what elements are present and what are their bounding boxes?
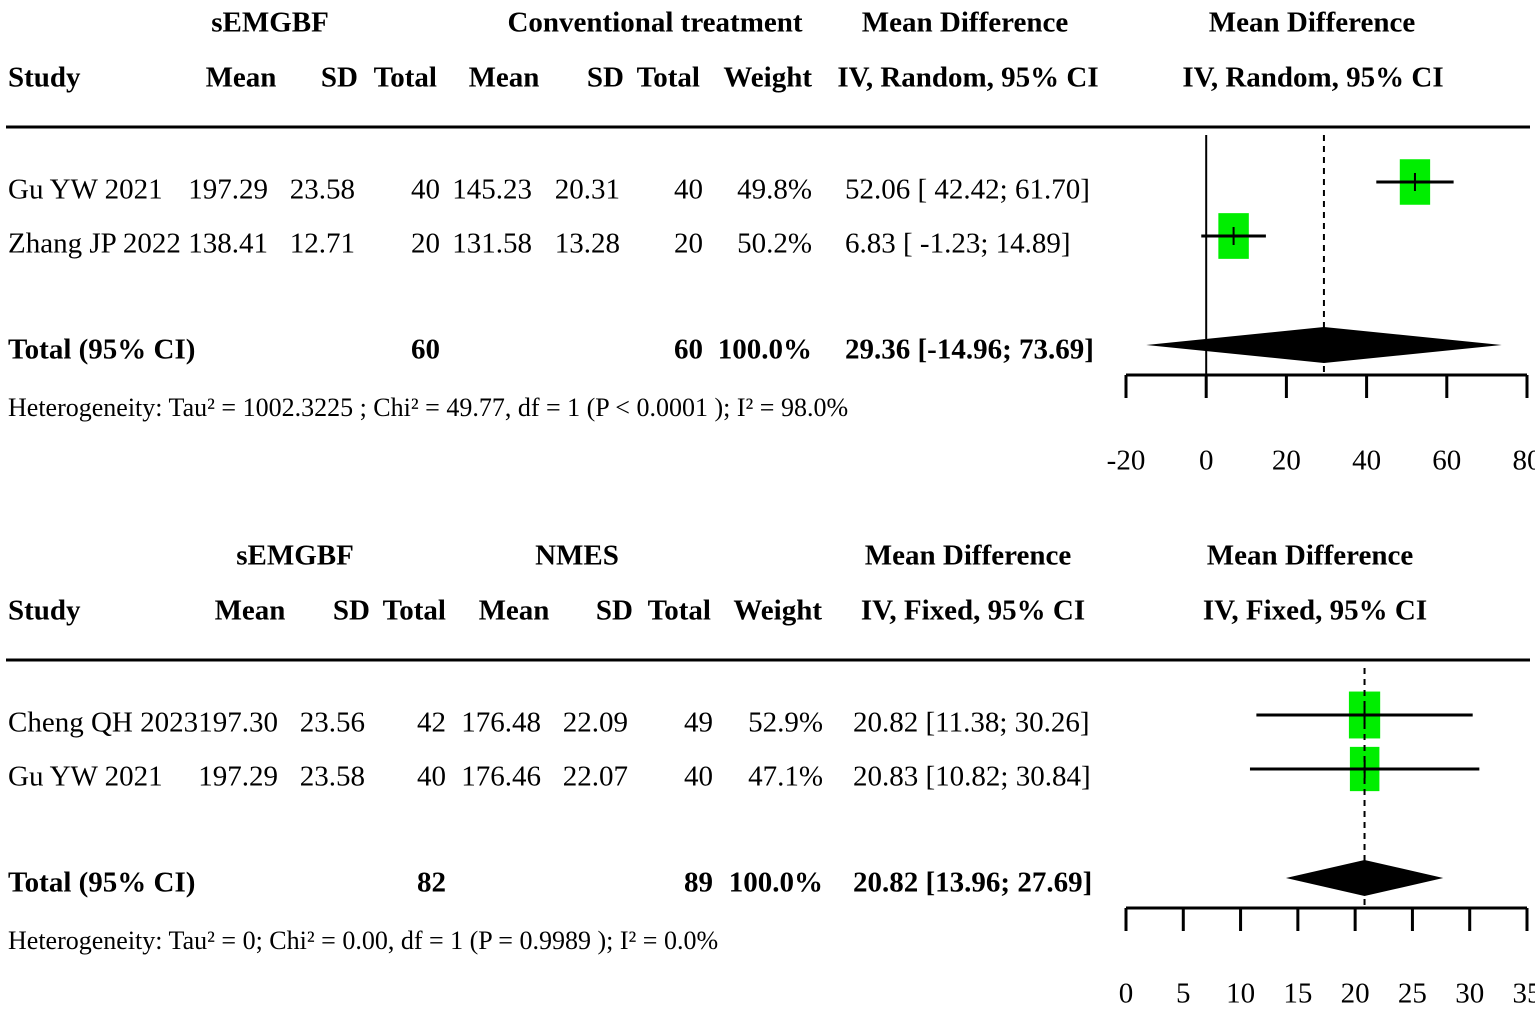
total-name: Total (95% CI) xyxy=(8,334,195,366)
x-tick-label: 20 xyxy=(1341,978,1370,1010)
group-header: Conventional treatment xyxy=(507,7,802,39)
column-header: SD xyxy=(333,595,370,627)
study-cell: 23.58 xyxy=(300,761,365,793)
group-header: Mean Difference xyxy=(865,540,1072,572)
x-tick-label: 15 xyxy=(1283,978,1312,1010)
study-cell: 197.30 xyxy=(198,707,278,739)
column-header: Weight xyxy=(733,595,822,627)
x-tick-label: 0 xyxy=(1199,445,1214,477)
weight: 49.8% xyxy=(737,174,812,206)
column-header: SD xyxy=(596,595,633,627)
study-cell: 42 xyxy=(417,707,446,739)
group-header: sEMGBF xyxy=(211,7,329,39)
group-header: Mean Difference xyxy=(1209,7,1416,39)
weight: 47.1% xyxy=(748,761,823,793)
study-cell: 22.07 xyxy=(563,761,628,793)
study-cell: 20.31 xyxy=(555,174,620,206)
heterogeneity: Heterogeneity: Tau² = 1002.3225 ; Chi² =… xyxy=(8,393,848,422)
x-tick-label: 40 xyxy=(1352,445,1381,477)
column-header: Weight xyxy=(723,62,812,94)
study-cell: 197.29 xyxy=(188,174,268,206)
column-header: IV, Random, 95% CI xyxy=(837,62,1098,94)
group-header: NMES xyxy=(535,540,619,572)
x-tick-label: -20 xyxy=(1107,445,1146,477)
x-tick-label: 5 xyxy=(1176,978,1191,1010)
study-cell: 40 xyxy=(411,174,440,206)
study-cell: 20 xyxy=(411,228,440,260)
study-cell: 13.28 xyxy=(555,228,620,260)
ci-label: 20.83 [10.82; 30.84] xyxy=(853,761,1091,793)
total-weight: 100.0% xyxy=(729,867,823,899)
column-header: Study xyxy=(8,595,81,627)
study-cell: 12.71 xyxy=(290,228,355,260)
column-header: Mean xyxy=(479,595,550,627)
study-cell: 23.56 xyxy=(300,707,365,739)
ci-label: 20.82 [11.38; 30.26] xyxy=(853,707,1090,739)
heterogeneity: Heterogeneity: Tau² = 0; Chi² = 0.00, df… xyxy=(8,926,718,955)
study-name: Gu YW 2021 xyxy=(8,761,163,793)
study-cell: 176.46 xyxy=(461,761,541,793)
study-cell: 40 xyxy=(684,761,713,793)
total-n2: 89 xyxy=(684,867,713,899)
total-n1: 60 xyxy=(411,334,440,366)
column-header: Total xyxy=(374,62,437,94)
total-n1: 82 xyxy=(417,867,446,899)
total-ci: 29.36 [-14.96; 73.69] xyxy=(845,334,1094,366)
x-tick-label: 60 xyxy=(1432,445,1461,477)
column-header: IV, Random, 95% CI xyxy=(1182,62,1443,94)
column-header: IV, Fixed, 95% CI xyxy=(1203,595,1427,627)
x-tick-label: 10 xyxy=(1226,978,1255,1010)
ci-label: 6.83 [ -1.23; 14.89] xyxy=(845,228,1071,260)
group-header: sEMGBF xyxy=(236,540,354,572)
total-name: Total (95% CI) xyxy=(8,867,195,899)
weight: 52.9% xyxy=(748,707,823,739)
study-cell: 22.09 xyxy=(563,707,628,739)
column-header: Total xyxy=(637,62,700,94)
pooled-diamond xyxy=(1285,860,1444,896)
study-name: Cheng QH 2023 xyxy=(8,707,198,739)
study-cell: 145.23 xyxy=(452,174,532,206)
total-n2: 60 xyxy=(674,334,703,366)
column-header: Mean xyxy=(206,62,277,94)
column-header: Total xyxy=(648,595,711,627)
x-tick-label: 80 xyxy=(1513,445,1535,477)
x-tick-label: 35 xyxy=(1513,978,1535,1010)
study-cell: 176.48 xyxy=(461,707,541,739)
column-header: Study xyxy=(8,62,81,94)
pooled-diamond xyxy=(1146,327,1502,363)
study-cell: 197.29 xyxy=(198,761,278,793)
column-header: SD xyxy=(321,62,358,94)
x-tick-label: 0 xyxy=(1119,978,1134,1010)
study-cell: 40 xyxy=(417,761,446,793)
total-ci: 20.82 [13.96; 27.69] xyxy=(853,867,1092,899)
column-header: IV, Fixed, 95% CI xyxy=(861,595,1085,627)
study-cell: 23.58 xyxy=(290,174,355,206)
study-name: Gu YW 2021 xyxy=(8,174,163,206)
study-cell: 131.58 xyxy=(452,228,532,260)
study-name: Zhang JP 2022 xyxy=(8,228,181,260)
total-weight: 100.0% xyxy=(718,334,812,366)
study-cell: 40 xyxy=(674,174,703,206)
study-cell: 49 xyxy=(684,707,713,739)
x-tick-label: 25 xyxy=(1398,978,1427,1010)
x-tick-label: 20 xyxy=(1272,445,1301,477)
column-header: Mean xyxy=(469,62,540,94)
group-header: Mean Difference xyxy=(862,7,1069,39)
study-cell: 138.41 xyxy=(188,228,268,260)
ci-label: 52.06 [ 42.42; 61.70] xyxy=(845,174,1090,206)
group-header: Mean Difference xyxy=(1207,540,1414,572)
weight: 50.2% xyxy=(737,228,812,260)
column-header: Mean xyxy=(215,595,286,627)
column-header: Total xyxy=(383,595,446,627)
column-header: SD xyxy=(587,62,624,94)
study-cell: 20 xyxy=(674,228,703,260)
x-tick-label: 30 xyxy=(1455,978,1484,1010)
